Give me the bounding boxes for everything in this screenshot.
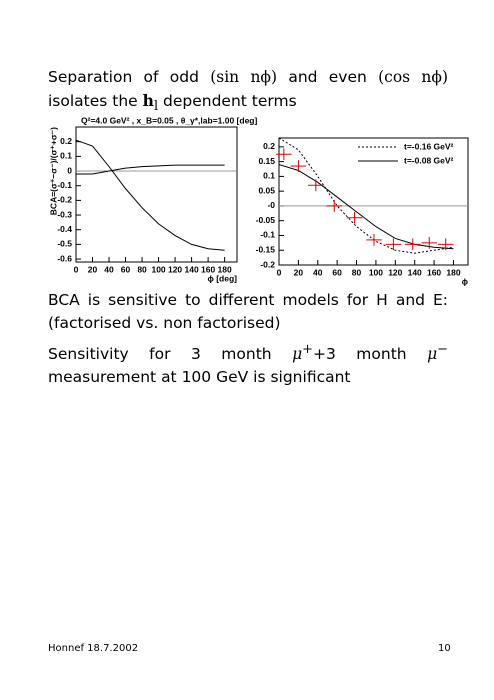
x-tick-label: 0: [277, 267, 282, 277]
text: Sensitivity for 3 month: [48, 345, 293, 364]
x-tick-label: 40: [313, 267, 323, 277]
text: Separation of odd: [48, 68, 211, 86]
paragraph: Sensitivity for 3 month μ++3 month μ− me…: [48, 338, 448, 389]
y-tick-label: 0.2: [60, 136, 72, 146]
math: −: [437, 342, 448, 357]
legend-label: t=-0.08 GeV²: [404, 155, 454, 165]
math: μ: [427, 345, 438, 364]
x-tick-label: 20: [88, 264, 98, 274]
x-tick-label: 20: [294, 267, 304, 277]
x-tick-label: 180: [446, 267, 460, 277]
x-tick-label: 140: [184, 264, 198, 274]
math: (sin nϕ): [210, 68, 278, 86]
x-tick-label: 120: [168, 264, 182, 274]
x-tick-label: 80: [137, 264, 147, 274]
chart-title: Q²=4.0 GeV² , x_B=0.05 , θ_γ*,lab=1.00 […: [81, 115, 258, 125]
math: l: [153, 99, 159, 115]
y-tick-label: 0.2: [263, 141, 275, 151]
x-tick-label: 0: [74, 264, 79, 274]
series-line: [278, 164, 454, 250]
y-tick-label: -0.1: [57, 180, 72, 190]
series-line: [76, 164, 225, 175]
x-axis-label: ϕ: [462, 276, 469, 286]
x-tick-label: 60: [332, 267, 342, 277]
math: (cos nϕ): [378, 68, 449, 86]
y-tick-label: -0.2: [57, 195, 72, 205]
y-tick-label: -0.05: [256, 215, 276, 225]
y-tick-label: -0.15: [256, 244, 276, 254]
y-axis-label: BCA=(σ⁺−σ⁻)/(σ⁺+σ⁻): [48, 127, 58, 215]
text: measurement at 100 GeV is significant: [48, 368, 351, 387]
text: isolates the: [48, 92, 143, 110]
text: dependent terms: [158, 92, 297, 110]
y-tick-label: -0.6: [57, 253, 72, 263]
text: +3 month: [312, 345, 428, 364]
legend-label: t=-0.16 GeV²: [404, 141, 454, 151]
y-tick-label: -0.5: [57, 239, 72, 249]
y-tick-label: -0: [267, 200, 275, 210]
series-line: [75, 139, 225, 251]
x-tick-label: 180: [218, 264, 232, 274]
y-tick-label: -0.2: [260, 259, 275, 269]
plot-frame: [278, 137, 469, 266]
math: h: [142, 91, 154, 110]
y-tick-label: 0.05: [258, 185, 275, 195]
x-tick-label: 60: [121, 264, 131, 274]
y-tick-label: 0: [67, 165, 72, 175]
text: and even: [277, 68, 379, 86]
y-tick-label: 0.15: [258, 156, 275, 166]
x-tick-label: 160: [427, 267, 441, 277]
paragraph: BCA is sensitive to different models for…: [48, 289, 448, 335]
y-tick-label: -0.4: [57, 224, 72, 234]
x-tick-label: 80: [352, 267, 362, 277]
x-tick-label: 100: [151, 264, 165, 274]
x-tick-label: 160: [201, 264, 215, 274]
x-tick-label: 100: [369, 267, 383, 277]
page-number: 10: [438, 643, 451, 654]
x-tick-label: 40: [104, 264, 114, 274]
paragraph: Separation of odd (sin nϕ) and even (cos…: [48, 66, 448, 118]
x-axis-label: ϕ [deg]: [207, 273, 237, 283]
footer-left: Honnef 18.7.2002: [48, 643, 139, 654]
plot-frame: [75, 126, 238, 263]
math: +: [302, 342, 313, 357]
math: μ: [292, 345, 303, 364]
x-tick-label: 120: [388, 267, 402, 277]
text: BCA is sensitive to different models for…: [48, 291, 448, 332]
y-tick-label: -0.1: [260, 230, 275, 240]
y-tick-label: -0.3: [57, 209, 72, 219]
y-tick-label: 0.1: [263, 171, 275, 181]
y-tick-label: 0.1: [60, 151, 72, 161]
x-tick-label: 140: [408, 267, 422, 277]
